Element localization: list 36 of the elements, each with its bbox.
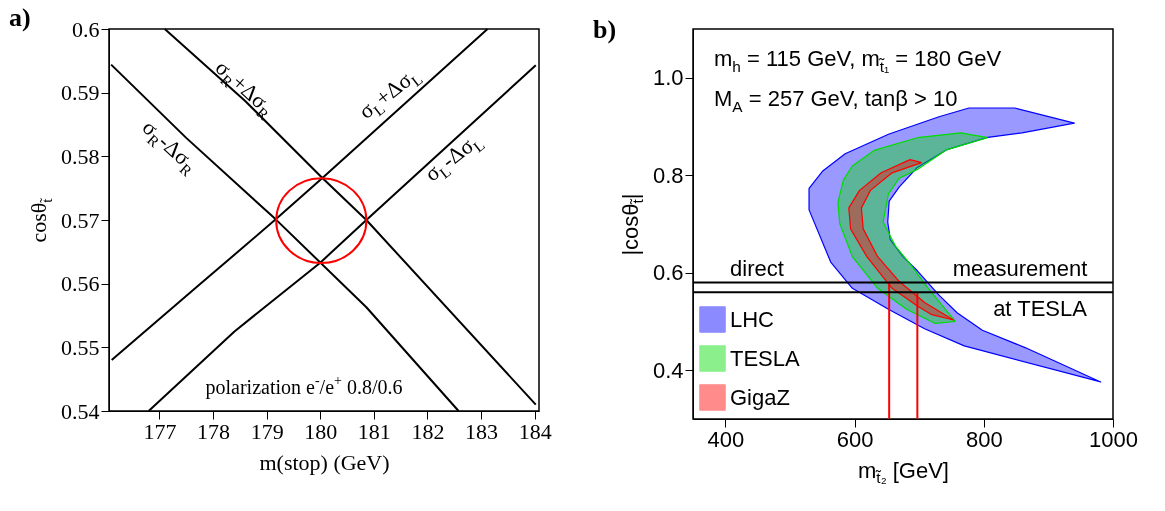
x-axis-title: m(stop) (GeV) xyxy=(259,449,390,475)
annotation: direct xyxy=(730,256,784,281)
x-tick-label: 183 xyxy=(465,418,499,444)
legend-label: GigaZ xyxy=(730,384,790,410)
legend-label: TESLA xyxy=(730,345,801,371)
y-tick-label: 0.55 xyxy=(61,334,100,360)
x-tick-label: 181 xyxy=(357,418,391,444)
chart-title: b) xyxy=(593,15,617,44)
y-tick-label: 0.8 xyxy=(652,162,684,188)
y-tick-label: 0.6 xyxy=(652,260,684,286)
annotation: m$_{h}$ = 115 GeV, m$_{t̃₁}$ = 180 GeV xyxy=(714,46,1002,75)
y-tick-label: 0.57 xyxy=(61,207,100,233)
y-tick-label: 1.0 xyxy=(652,65,684,91)
annotation: M$_{A}$ = 257 GeV, tanβ > 10 xyxy=(714,86,958,115)
x-tick-label: 600 xyxy=(836,426,874,452)
chart-title: a) xyxy=(9,2,31,32)
x-tick-label: 184 xyxy=(518,418,552,444)
y-tick-label: 0.4 xyxy=(652,357,684,383)
annotation: at TESLA xyxy=(993,296,1088,321)
x-tick-label: 400 xyxy=(707,426,745,452)
legend-label: LHC xyxy=(730,306,775,332)
x-tick-label: 177 xyxy=(143,418,177,444)
annotation: polarization e$^{-}$/e$^{+}$ 0.8/0.6 xyxy=(205,373,403,399)
annotation: measurement xyxy=(952,256,1088,281)
x-tick-label: 179 xyxy=(250,418,284,444)
x-tick-label: 182 xyxy=(411,418,445,444)
y-tick-label: 0.54 xyxy=(61,398,100,424)
y-tick-label: 0.56 xyxy=(61,271,100,297)
x-tick-label: 178 xyxy=(197,418,231,444)
y-tick-label: 0.6 xyxy=(72,16,100,42)
y-tick-label: 0.58 xyxy=(61,143,100,169)
x-tick-label: 800 xyxy=(965,426,1003,452)
x-tick-label: 180 xyxy=(304,418,338,444)
x-axis-title: m$_{t̃₂}$ [GeV] xyxy=(858,457,949,486)
x-tick-label: 1000 xyxy=(1089,426,1138,452)
y-tick-label: 0.59 xyxy=(61,80,100,106)
